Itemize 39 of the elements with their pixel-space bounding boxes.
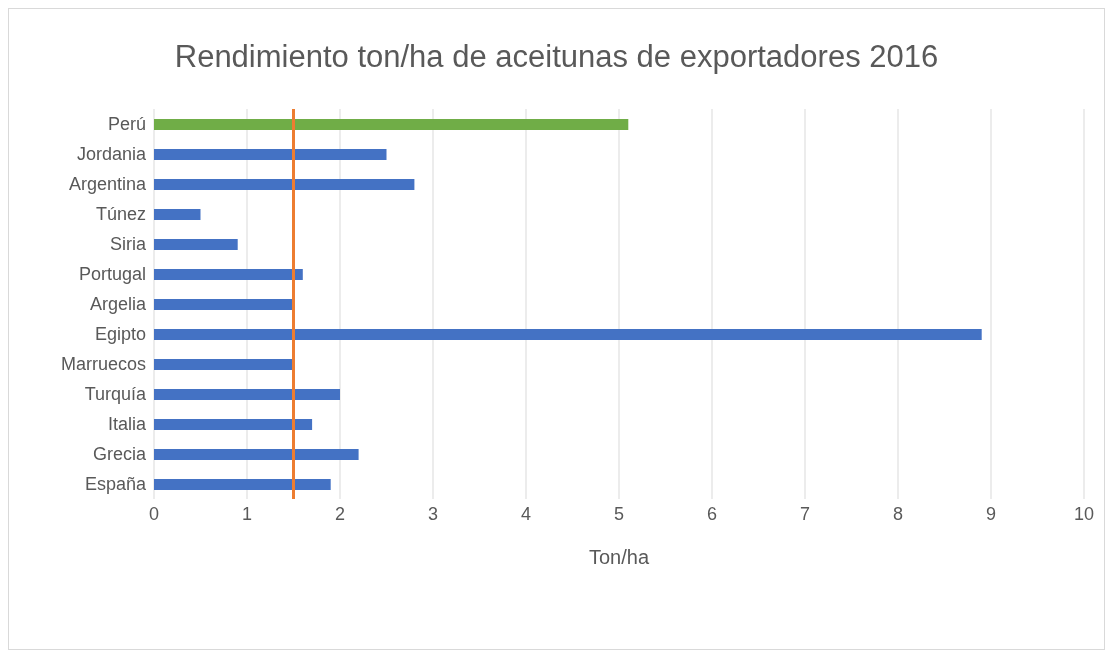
y-tick-label: Portugal — [78, 264, 146, 285]
x-tick-label: 2 — [334, 503, 346, 524]
x-tick-label: 7 — [799, 503, 811, 524]
bar — [154, 419, 313, 430]
x-tick-label: 6 — [706, 503, 718, 524]
y-tick-label: Argelia — [89, 294, 147, 315]
bar — [154, 299, 294, 310]
bar — [154, 119, 629, 130]
y-tick-label: Perú — [107, 114, 146, 135]
x-tick-label: 0 — [148, 503, 160, 524]
x-tick-label: 8 — [892, 503, 904, 524]
bar — [154, 479, 331, 490]
bar — [154, 359, 294, 370]
bar — [154, 239, 238, 250]
y-tick-label: Jordania — [76, 144, 147, 165]
x-tick-label: 1 — [241, 503, 253, 524]
bar — [154, 449, 359, 460]
x-tick-label: 3 — [427, 503, 439, 524]
y-tick-label: Marruecos — [60, 354, 146, 375]
y-tick-label: Túnez — [95, 204, 146, 225]
x-tick-label: 5 — [613, 503, 625, 524]
bar — [154, 149, 387, 160]
y-tick-label: Grecia — [92, 444, 147, 465]
y-tick-label: Siria — [109, 234, 147, 255]
x-tick-label: 4 — [520, 503, 532, 524]
y-tick-label: Argentina — [68, 174, 147, 195]
y-tick-label: España — [84, 474, 147, 495]
x-axis-title: Ton/ha — [588, 546, 650, 568]
x-tick-label: 10 — [1073, 503, 1095, 524]
y-tick-label: Italia — [107, 414, 147, 435]
y-tick-label: Egipto — [94, 324, 146, 345]
y-tick-label: Turquía — [84, 384, 147, 405]
bar — [154, 179, 415, 190]
bar — [154, 329, 982, 340]
bar — [154, 269, 303, 280]
chart-title: Rendimiento ton/ha de aceitunas de exportadores 2016 — [173, 38, 940, 76]
x-tick-label: 9 — [985, 503, 997, 524]
bar — [154, 389, 340, 400]
bar — [154, 209, 201, 220]
